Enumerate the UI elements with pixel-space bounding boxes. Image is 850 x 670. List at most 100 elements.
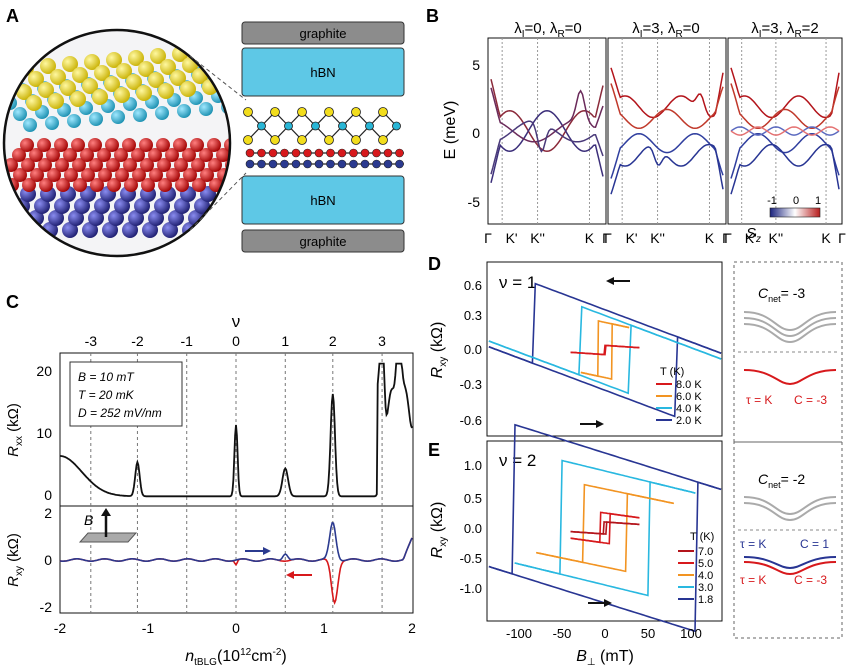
band-xtick: K' [626, 230, 638, 246]
carbon-atom-blue [0, 210, 4, 226]
metal-atom-cyan [155, 106, 169, 120]
c-xtick-1: 1 [320, 620, 328, 636]
e-tau2-label: τ = K [740, 573, 766, 587]
carbon-atom-blue [108, 210, 124, 226]
nu-ticks: -3 -2 -1 0 1 2 3 [85, 333, 387, 349]
e-xtick-m100: -100 [506, 626, 532, 641]
e-ytick-m05: -0.5 [460, 551, 482, 566]
carbon-atom-blue [48, 210, 64, 226]
carbon-atom-blue [82, 222, 98, 238]
nu-tick-label: 1 [281, 333, 289, 349]
e-loop-5K-upsweep [570, 512, 640, 545]
band-upper-2 [730, 83, 840, 130]
carbon-atom-red [114, 148, 128, 162]
legend-temperature: T = 20 mK [78, 388, 135, 402]
carbon-atom-red [200, 168, 214, 182]
d-ylabel: Rxy (kΩ) [429, 322, 449, 379]
d-gray-band-2 [743, 317, 837, 338]
band-frame-3 [727, 37, 843, 225]
carbon-atom-red [64, 168, 78, 182]
carbon-atom-blue [142, 222, 158, 238]
metal-atom-cyan [213, 65, 227, 79]
chalcogen-atom-bottom [378, 135, 388, 145]
graphite-top-layer [241, 21, 405, 45]
carbon-atom-red [226, 178, 230, 192]
carbon-atom-red [0, 178, 2, 192]
metal-atom-cyan [4, 85, 7, 99]
carbon-atom-blue [122, 222, 138, 238]
chalcogen-atom-yellow [224, 77, 230, 93]
chalcogen-atom-yellow [48, 93, 64, 109]
e-tau1-label: τ = K [740, 537, 766, 551]
chalcogen-atom-bottom [243, 135, 253, 145]
carbon-atom-red [182, 148, 196, 162]
e-chern-schematic-box [733, 441, 843, 639]
metal-atom-cyan [67, 114, 81, 128]
carbon-atom-blue [68, 210, 84, 226]
nu-tick-label: -1 [180, 333, 193, 349]
carbon-atom-red [97, 148, 111, 162]
carbon-atom-blue [134, 198, 150, 214]
carbon-atom-blue [222, 222, 230, 238]
metal-atom [284, 121, 293, 131]
chalcogen-atom-yellow [84, 54, 100, 70]
carbon-atom-blue [148, 210, 164, 226]
e-legend-label: 1.8 [698, 594, 713, 606]
panel-label-e: E [428, 440, 440, 460]
chalcogen-atom-bottom [324, 135, 334, 145]
field-label: B [84, 512, 93, 528]
chalcogen-atom-yellow [158, 83, 174, 99]
band-mid-b [730, 126, 840, 136]
d-sweep-arrowhead-top-icon [606, 277, 614, 285]
band-xtick: K'' [769, 230, 784, 246]
graphene-atom-bottom [280, 159, 289, 169]
carbon-atom-red [72, 158, 86, 172]
upsweep-arrowhead-icon [263, 547, 271, 555]
metal-atom-cyan [89, 112, 103, 126]
d-legend-label: 2.0 K [676, 415, 702, 427]
carbon-atom-blue [214, 198, 230, 214]
metal-atom-cyan [133, 108, 147, 122]
colorbar-tick-1: 1 [815, 195, 821, 207]
band-xtick: Γ [724, 230, 732, 246]
d-loop-8K-upsweep [570, 344, 640, 356]
metal-atom [311, 121, 320, 131]
chalcogen-atom-yellow [204, 55, 220, 71]
nu-tick-label: 0 [232, 333, 240, 349]
carbon-atom-blue [54, 198, 70, 214]
carbon-atom-blue [94, 198, 110, 214]
band-xtick: Γ [484, 230, 492, 246]
chalcogen-atom-yellow [170, 70, 186, 86]
band-upper [490, 79, 604, 153]
band-lower-2 [730, 143, 840, 195]
carbon-atom-blue [174, 198, 190, 214]
carbon-atom-red [157, 158, 171, 172]
chalcogen-atom-yellow [40, 58, 56, 74]
chalcogen-atom-yellow [60, 80, 76, 96]
carbon-atom-red [73, 178, 87, 192]
d-ytick-03: 0.3 [464, 308, 482, 323]
carbon-atom-red [105, 138, 119, 152]
d-sweep-arrowhead-bottom-icon [596, 420, 604, 428]
e-chern2-label: C = -3 [794, 573, 827, 587]
band-xtick: K' [506, 230, 518, 246]
band-lower-2 [610, 143, 724, 195]
d-loop-2K-upsweep [488, 335, 722, 418]
graphene-atom-top [291, 148, 301, 158]
band-upper-1 [610, 67, 724, 119]
e-xtick-0: 0 [601, 626, 608, 641]
metal-atom-cyan [111, 110, 125, 124]
carbon-atom-blue [162, 222, 178, 238]
chalcogen-atom-yellow [126, 74, 142, 90]
chalcogen-atom-top [378, 107, 388, 117]
chalcogen-atom-yellow [16, 84, 32, 100]
band-mid-lower [490, 120, 604, 175]
panel-label-c: C [6, 292, 19, 312]
e-legend-title: T (K) [690, 531, 714, 543]
carbon-atom-red [149, 168, 163, 182]
e-filling-label: ν = 2 [499, 451, 536, 470]
band-frame-2 [607, 37, 727, 225]
carbon-atom-red [88, 138, 102, 152]
chalcogen-atom-yellow [62, 56, 78, 72]
